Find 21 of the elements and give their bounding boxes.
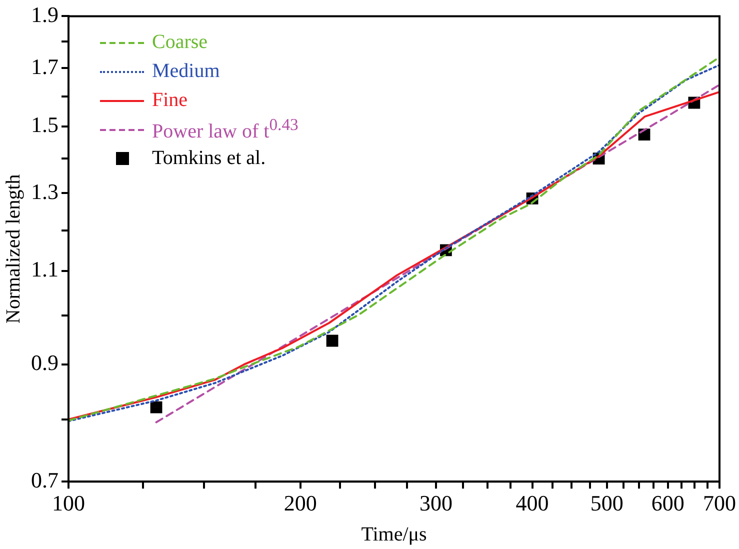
x-tick-label: 600	[651, 490, 684, 516]
y-tick-label: 1.9	[31, 2, 58, 27]
x-tick-label: 200	[284, 490, 317, 516]
y-tick-label: 1.5	[31, 112, 58, 138]
y-axis-title: Normalized length	[2, 174, 24, 324]
y-tick-label: 1.1	[31, 256, 58, 282]
y-tick-label: 0.7	[31, 467, 58, 492]
legend-label: Coarse	[152, 31, 208, 54]
legend-label: Medium	[152, 60, 220, 83]
legend-label: Tomkins et al.	[152, 147, 266, 170]
x-tick-label: 400	[516, 490, 549, 516]
x-tick-label: 100	[52, 490, 85, 516]
legend-label: Fine	[152, 89, 188, 112]
x-tick-label: 300	[420, 490, 453, 516]
y-tick-label: 1.3	[31, 178, 58, 204]
legend-label: Power law of t$^{0.43}$	[152, 115, 298, 144]
x-tick-label: 700	[703, 490, 736, 516]
y-tick-label: 1.7	[31, 54, 58, 79]
y-tick-label: 0.9	[31, 350, 58, 376]
x-axis-title: Time/μs	[361, 523, 427, 546]
x-tick-label: 500	[590, 490, 624, 516]
